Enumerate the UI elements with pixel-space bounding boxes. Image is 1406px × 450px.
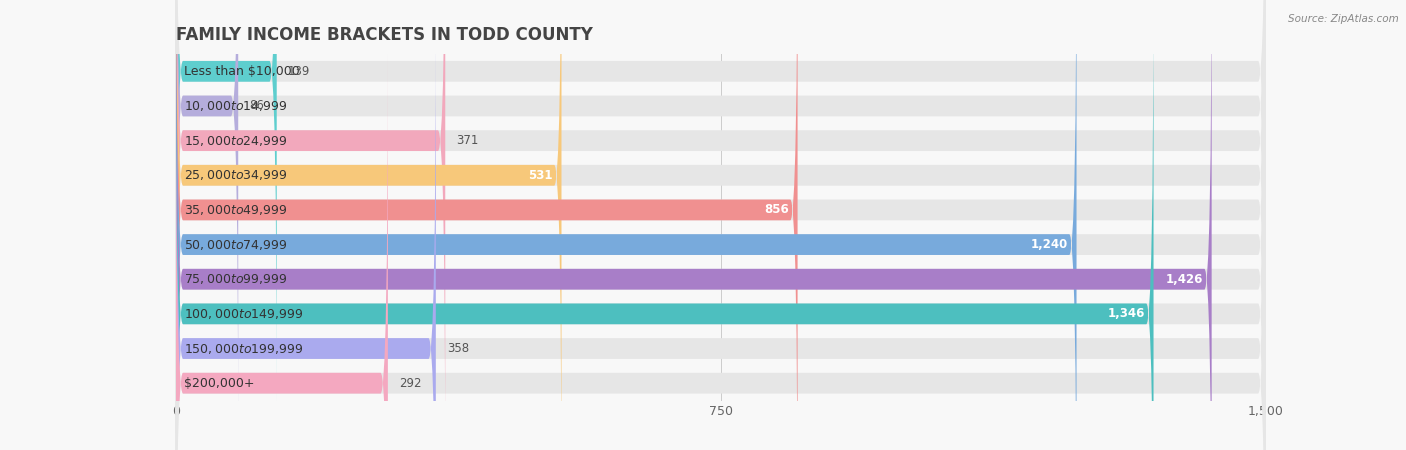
FancyBboxPatch shape [176,227,1265,262]
FancyBboxPatch shape [176,0,1265,450]
FancyBboxPatch shape [176,158,1265,193]
Text: Source: ZipAtlas.com: Source: ZipAtlas.com [1288,14,1399,23]
Text: $10,000 to $14,999: $10,000 to $14,999 [184,99,288,113]
FancyBboxPatch shape [176,193,1265,227]
Text: $25,000 to $34,999: $25,000 to $34,999 [184,168,288,182]
Text: 358: 358 [447,342,468,355]
FancyBboxPatch shape [176,0,1077,450]
FancyBboxPatch shape [176,0,1265,407]
Text: FAMILY INCOME BRACKETS IN TODD COUNTY: FAMILY INCOME BRACKETS IN TODD COUNTY [176,26,592,44]
Text: 856: 856 [763,203,789,216]
FancyBboxPatch shape [176,47,1265,450]
FancyBboxPatch shape [176,13,436,450]
FancyBboxPatch shape [176,0,1212,450]
Text: 292: 292 [399,377,422,390]
Text: 531: 531 [529,169,553,182]
FancyBboxPatch shape [176,0,1265,450]
FancyBboxPatch shape [176,13,1265,450]
Text: 139: 139 [288,65,309,78]
FancyBboxPatch shape [176,0,561,450]
Text: 1,346: 1,346 [1108,307,1144,320]
FancyBboxPatch shape [176,54,1265,89]
FancyBboxPatch shape [176,123,1265,158]
Text: $200,000+: $200,000+ [184,377,254,390]
Text: $150,000 to $199,999: $150,000 to $199,999 [184,342,304,356]
Text: 371: 371 [456,134,478,147]
Text: $75,000 to $99,999: $75,000 to $99,999 [184,272,288,286]
FancyBboxPatch shape [176,0,797,450]
Text: 86: 86 [249,99,264,112]
FancyBboxPatch shape [176,89,1265,123]
FancyBboxPatch shape [176,331,1265,366]
FancyBboxPatch shape [176,262,1265,297]
FancyBboxPatch shape [176,47,388,450]
FancyBboxPatch shape [176,0,1265,450]
FancyBboxPatch shape [176,366,1265,400]
FancyBboxPatch shape [176,0,1153,450]
FancyBboxPatch shape [176,0,238,442]
Text: Less than $10,000: Less than $10,000 [184,65,301,78]
Text: 1,426: 1,426 [1166,273,1204,286]
FancyBboxPatch shape [176,0,1265,450]
FancyBboxPatch shape [176,0,277,407]
Text: $35,000 to $49,999: $35,000 to $49,999 [184,203,288,217]
Text: 1,240: 1,240 [1031,238,1067,251]
Text: $15,000 to $24,999: $15,000 to $24,999 [184,134,288,148]
Text: $100,000 to $149,999: $100,000 to $149,999 [184,307,304,321]
FancyBboxPatch shape [176,297,1265,331]
FancyBboxPatch shape [176,0,1265,450]
FancyBboxPatch shape [176,0,1265,450]
FancyBboxPatch shape [176,0,1265,442]
Text: $50,000 to $74,999: $50,000 to $74,999 [184,238,288,252]
FancyBboxPatch shape [176,0,446,450]
